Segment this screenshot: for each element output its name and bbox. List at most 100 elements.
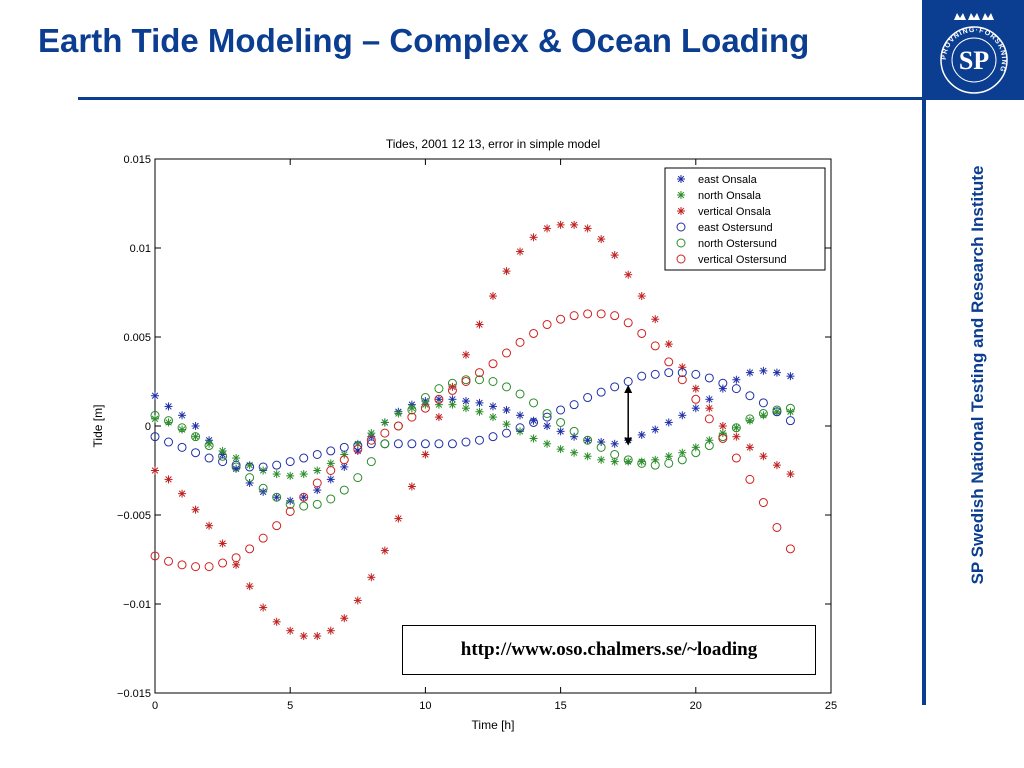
point-north-onsala <box>272 470 281 479</box>
y-axis-label: Tide [m] <box>91 405 105 448</box>
point-east-onsala <box>637 430 646 439</box>
point-vertical-ostersund <box>731 453 741 463</box>
point-east-ostersund <box>326 446 336 456</box>
point-east-onsala <box>326 475 335 484</box>
point-vertical-onsala <box>583 224 592 233</box>
point-north-ostersund <box>583 435 593 445</box>
legend-marker-vertical-onsala <box>677 207 685 215</box>
point-vertical-onsala <box>475 320 484 329</box>
point-vertical-onsala <box>151 466 159 475</box>
point-vertical-ostersund <box>596 309 606 319</box>
point-vertical-onsala <box>205 521 214 530</box>
point-east-ostersund <box>218 457 228 467</box>
point-east-ostersund <box>420 439 430 449</box>
point-north-ostersund <box>447 378 457 388</box>
point-east-ostersund <box>299 453 309 463</box>
point-north-ostersund <box>785 403 795 413</box>
point-vertical-ostersund <box>529 328 539 338</box>
point-east-ostersund <box>731 384 741 394</box>
point-east-onsala <box>178 411 187 420</box>
point-east-ostersund <box>366 439 376 449</box>
point-east-ostersund <box>474 435 484 445</box>
y-tick-label: −0.01 <box>123 599 151 611</box>
point-vertical-ostersund <box>285 506 295 516</box>
point-north-ostersund <box>745 414 755 424</box>
point-vertical-onsala <box>232 560 241 569</box>
point-vertical-onsala <box>164 475 173 484</box>
point-east-onsala <box>543 422 552 430</box>
point-north-ostersund <box>366 457 376 467</box>
chart-title: Tides, 2001 12 13, error in simple model <box>386 137 600 151</box>
point-vertical-onsala <box>367 573 376 582</box>
point-vertical-ostersund <box>772 522 782 532</box>
point-vertical-onsala <box>745 443 754 452</box>
x-tick-label: 20 <box>690 700 702 712</box>
point-north-onsala <box>556 445 565 454</box>
point-north-ostersund <box>515 389 525 399</box>
point-vertical-onsala <box>732 432 741 441</box>
point-vertical-ostersund <box>299 492 309 502</box>
point-vertical-ostersund <box>474 368 484 378</box>
y-tick-label: 0.01 <box>130 243 151 255</box>
point-east-ostersund <box>488 432 498 442</box>
point-north-onsala <box>597 455 606 464</box>
legend-label-vertical-onsala: vertical Onsala <box>698 206 772 218</box>
point-vertical-ostersund <box>664 357 674 367</box>
point-east-onsala <box>786 372 795 381</box>
point-vertical-ostersund <box>204 562 214 572</box>
point-north-ostersund <box>272 492 282 502</box>
point-vertical-ostersund <box>718 433 728 443</box>
point-vertical-ostersund <box>434 394 444 404</box>
point-north-ostersund <box>772 405 782 415</box>
legend-label-north-onsala: north Onsala <box>698 190 762 202</box>
point-north-ostersund <box>704 441 714 451</box>
y-tick-label: 0 <box>145 421 151 433</box>
side-institute-text: SP Swedish National Testing and Research… <box>968 165 987 585</box>
point-vertical-ostersund <box>164 556 174 566</box>
point-east-onsala <box>191 422 200 430</box>
point-north-ostersund <box>556 417 566 427</box>
point-north-onsala <box>286 471 295 480</box>
point-vertical-onsala <box>664 340 673 349</box>
point-north-ostersund <box>245 473 255 483</box>
point-vertical-onsala <box>353 596 362 605</box>
y-tick-label: 0.015 <box>123 154 151 166</box>
x-tick-label: 25 <box>825 700 837 712</box>
point-north-onsala <box>461 404 470 413</box>
point-north-onsala <box>745 416 754 425</box>
x-tick-label: 0 <box>152 700 158 712</box>
point-vertical-ostersund <box>272 521 282 531</box>
point-vertical-onsala <box>718 422 727 430</box>
point-vertical-onsala <box>286 626 295 635</box>
point-east-ostersund <box>245 462 255 472</box>
point-east-onsala <box>448 395 457 404</box>
point-vertical-ostersund <box>177 560 187 570</box>
y-tick-label: −0.015 <box>117 688 151 700</box>
point-north-onsala <box>313 466 322 475</box>
point-north-ostersund <box>299 501 309 511</box>
point-vertical-ostersund <box>447 385 457 395</box>
point-vertical-onsala <box>259 603 268 612</box>
point-east-ostersund <box>258 462 268 472</box>
legend-marker-east-ostersund <box>676 222 686 232</box>
point-east-ostersund <box>353 441 363 451</box>
point-north-onsala <box>448 400 457 409</box>
point-vertical-onsala <box>502 267 511 276</box>
point-north-onsala <box>624 457 633 466</box>
point-east-ostersund <box>691 369 701 379</box>
legend-marker-vertical-ostersund <box>676 254 686 264</box>
point-east-onsala <box>489 402 497 411</box>
point-north-ostersund <box>177 423 187 433</box>
y-tick-label: −0.005 <box>117 510 151 522</box>
slide-title: Earth Tide Modeling – Complex & Ocean Lo… <box>38 22 810 59</box>
legend-marker-north-ostersund <box>676 238 686 248</box>
point-east-onsala <box>556 427 565 436</box>
point-vertical-onsala <box>772 461 781 470</box>
legend-marker-east-onsala <box>677 175 685 183</box>
point-vertical-ostersund <box>245 544 255 554</box>
point-vertical-ostersund <box>691 394 701 404</box>
point-north-ostersund <box>420 393 430 403</box>
point-vertical-ostersund <box>407 412 417 422</box>
point-vertical-onsala <box>191 505 200 514</box>
point-north-ostersund <box>434 384 444 394</box>
